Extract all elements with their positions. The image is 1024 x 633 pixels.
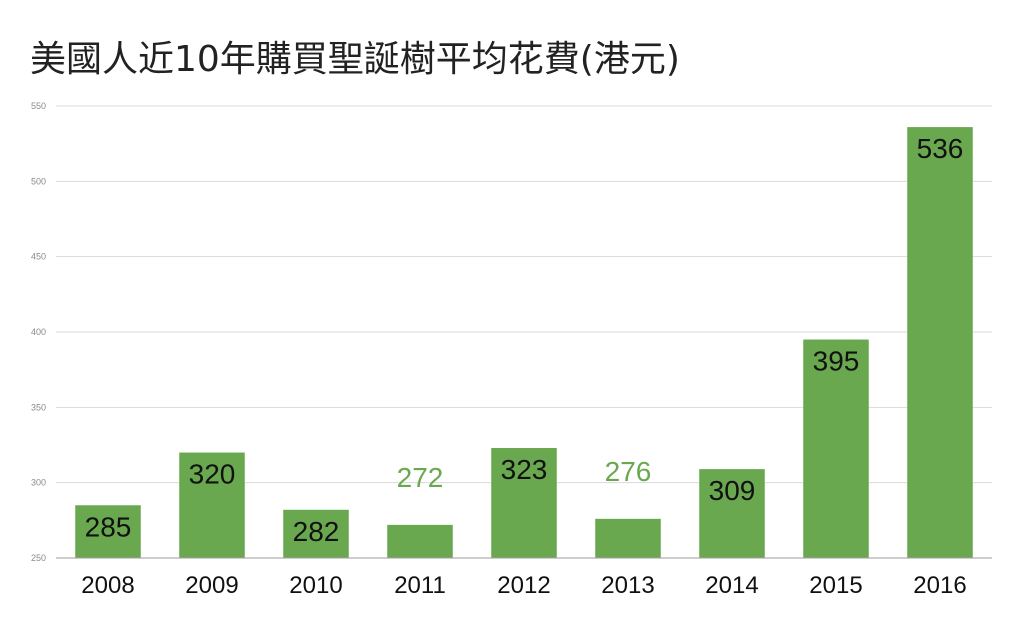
bar-2009 [179,452,245,558]
y-tick-label: 250 [31,553,46,563]
data-label-2008: 285 [85,511,132,542]
bar-2011 [387,524,453,558]
data-label-2009: 320 [189,459,236,490]
y-tick-label: 500 [31,176,46,186]
bar-2015 [803,339,869,558]
data-label-2016: 536 [917,133,964,164]
data-label-2014: 309 [709,475,756,506]
bar-2010 [283,509,349,558]
x-tick-label-2013: 2013 [601,572,654,599]
data-label-2013: 276 [605,456,652,487]
data-label-2011: 272 [397,462,444,493]
data-label-2012: 323 [501,454,548,485]
bar-2013 [595,518,661,558]
x-tick-label-2011: 2011 [394,572,446,599]
y-tick-label: 300 [31,478,46,488]
y-tick-label: 350 [31,402,46,412]
bars [75,127,973,559]
y-tick-label: 550 [31,101,46,111]
x-tick-label-2010: 2010 [289,572,342,599]
x-tick-label-2015: 2015 [809,572,862,599]
bar-2008 [75,505,141,558]
data-label-2015: 395 [813,346,860,377]
data-labels: 285 320 282 272 323 276 309 395 536 [85,133,964,547]
axes: 250 300 350 400 450 500 550 2008 2009 2010 2011 201… [31,101,992,599]
x-tick-label-2012: 2012 [497,572,550,599]
x-tick-label-2016: 2016 [913,572,966,599]
bar-2014 [699,469,765,558]
bar-2016 [907,127,973,559]
y-tick-label: 400 [31,327,46,337]
x-tick-label-2008: 2008 [81,572,134,599]
y-tick-label: 450 [31,252,46,262]
x-tick-label-2014: 2014 [705,572,758,599]
bar-2012 [491,448,557,558]
x-tick-label-2009: 2009 [185,572,238,599]
chart-title: 美國人近10年購買聖誕樹平均花費(港元) [30,39,680,80]
data-label-2010: 282 [293,516,340,547]
